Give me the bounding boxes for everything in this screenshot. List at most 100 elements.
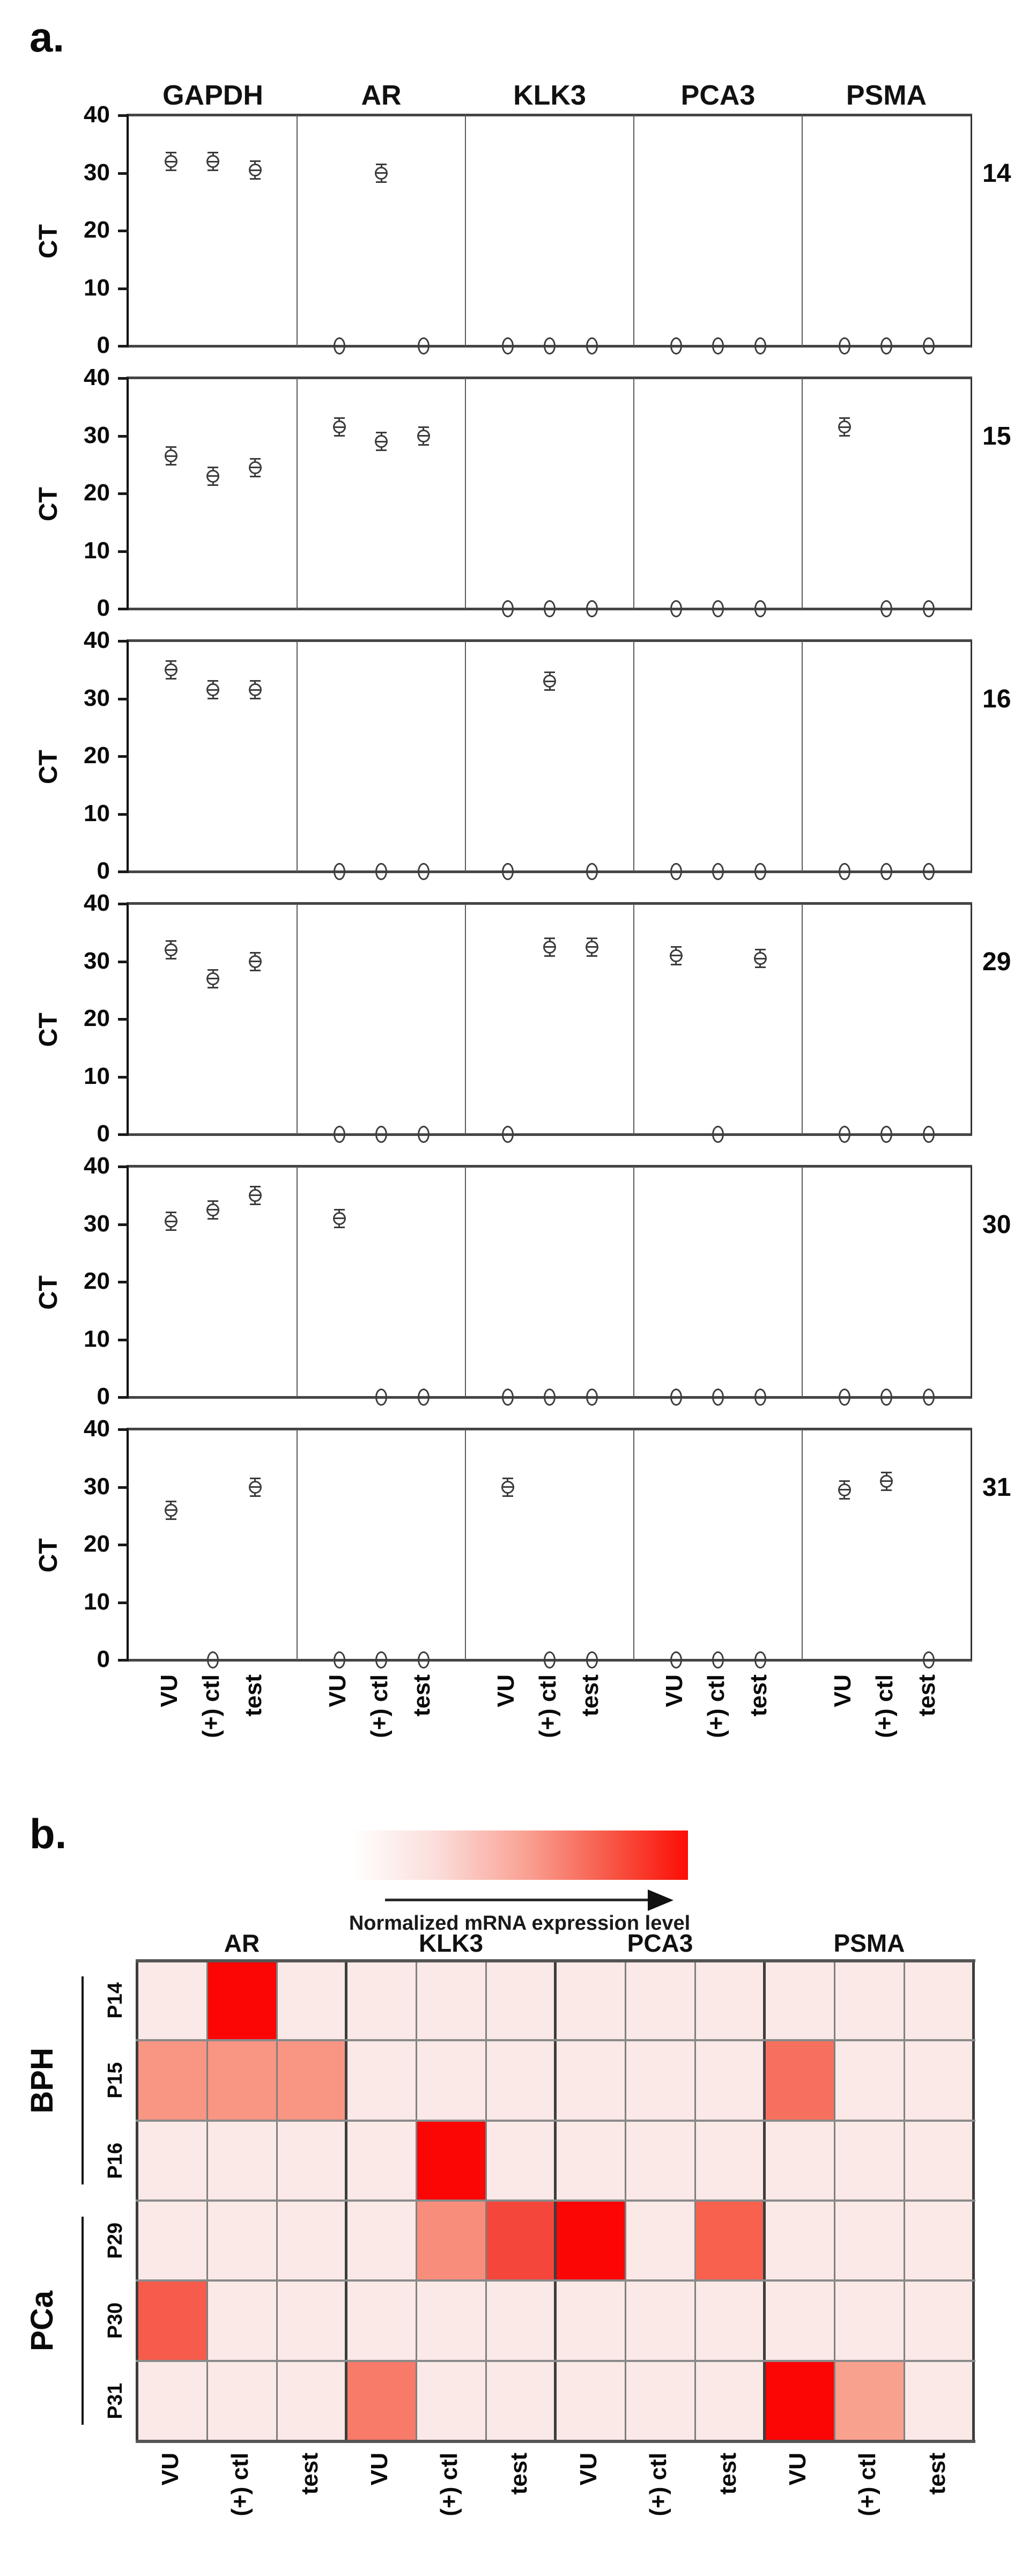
heatmap-cell-P31-PSMActl xyxy=(834,2361,904,2441)
gene-divider xyxy=(633,378,634,609)
y-tick-label-40: 40 xyxy=(84,627,110,653)
error-bar-cap-top xyxy=(208,1200,218,1202)
error-bar-cap-mid xyxy=(207,1209,219,1211)
gene-divider xyxy=(465,115,466,346)
y-tick-mark xyxy=(118,345,129,348)
data-point-15-AR-1 xyxy=(374,432,389,452)
error-bar-cap-mid xyxy=(249,169,261,171)
data-point-15-AR-0 xyxy=(332,417,347,437)
y-axis-label-29-text: CT xyxy=(34,1013,63,1047)
heatmap-cell-P30-PSMAtest xyxy=(904,2280,974,2361)
error-bar-cap-mid xyxy=(249,1486,261,1488)
error-bar-cap-bottom xyxy=(249,1495,261,1497)
error-bar-cap-bottom xyxy=(249,698,261,700)
error-bar-cap-top xyxy=(249,951,261,954)
zero-point-31-PSMA-2 xyxy=(922,1651,935,1669)
error-bar-cap-top xyxy=(249,1477,261,1479)
error-bar-cap-top xyxy=(208,680,218,682)
y-tick-mark xyxy=(118,1486,129,1489)
patient-label-P15-text: P15 xyxy=(104,2062,127,2099)
data-point-16-GAPDH-1 xyxy=(205,680,220,700)
panel-b-label: b. xyxy=(29,1810,67,1857)
subplot-right-border xyxy=(971,904,972,1134)
zero-point-29-PSMA-1 xyxy=(880,1126,892,1143)
x-tick-label-a-PCA3-(+) ctl-text: (+) ctl xyxy=(703,1674,729,1738)
heatmap-cell-P14-PCA3VU xyxy=(556,1960,625,2040)
x-tick-label-a-PCA3-VU: VU xyxy=(661,1674,690,1710)
y-tick-mark xyxy=(118,1428,129,1431)
x-tick-label-b-PSMAVU-text: VU xyxy=(784,2453,811,2486)
error-bar-cap-bottom xyxy=(208,986,218,988)
group-label-BPH: BPH xyxy=(25,1960,60,2201)
error-bar-cap-bottom xyxy=(754,966,766,969)
data-point-30-GAPDH-2 xyxy=(248,1185,263,1205)
group-label-PCa: PCa xyxy=(25,2201,60,2441)
y-tick-mark xyxy=(118,377,129,380)
error-bar-cap-mid xyxy=(165,949,177,951)
error-bar-cap-bottom xyxy=(839,435,850,437)
error-bar-cap-mid xyxy=(333,426,345,428)
x-tick-label-a-GAPDH-(+) ctl: (+) ctl xyxy=(198,1674,227,1741)
gene-divider xyxy=(633,1167,634,1397)
heatmap-cell-P15-KLK3VU xyxy=(346,2040,416,2121)
error-bar-cap-bottom xyxy=(165,1229,176,1231)
zero-point-16-KLK3-2 xyxy=(586,863,598,880)
heatmap-cell-P29-ARtest xyxy=(277,2201,346,2280)
heatmap-gene-header-PCA3: PCA3 xyxy=(627,1929,693,1957)
data-point-29-PCA3-0 xyxy=(669,946,684,965)
data-point-31-GAPDH-0 xyxy=(164,1500,179,1520)
subplot-right-border xyxy=(971,641,972,872)
y-tick-mark xyxy=(118,755,129,758)
y-tick-mark xyxy=(118,1018,129,1021)
zero-point-30-PCA3-0 xyxy=(670,1389,682,1406)
error-bar-cap-mid xyxy=(165,160,177,163)
heatmap-cell-P14-PSMAVU xyxy=(765,1960,834,2040)
y-tick-label-30: 30 xyxy=(84,422,110,448)
heatmap-cell-P15-ARtest xyxy=(277,2040,346,2121)
error-bar-cap-mid xyxy=(207,689,219,691)
heatmap-cell-P14-PSMAtest xyxy=(904,1960,974,2040)
gene-divider xyxy=(802,641,803,872)
heatmap-cell-P15-PSMAVU xyxy=(765,2040,834,2121)
x-tick-label-b-PCA3ctl: (+) ctl xyxy=(645,2453,674,2519)
x-tick-label-a-PSMA-(+) ctl-text: (+) ctl xyxy=(871,1674,898,1738)
zero-point-14-PSMA-2 xyxy=(922,337,935,355)
heatmap-cell-P30-PCA3ctl xyxy=(625,2280,695,2361)
error-bar-cap-top xyxy=(165,1500,176,1502)
zero-point-16-AR-0 xyxy=(333,863,345,880)
data-point-16-GAPDH-2 xyxy=(248,680,263,700)
y-axis-label-31: CT xyxy=(32,1486,65,1625)
zero-point-31-PCA3-1 xyxy=(712,1651,724,1669)
zero-point-15-PCA3-1 xyxy=(712,600,724,617)
heatmap-cell-P14-ARctl xyxy=(207,1960,277,2040)
heatmap-cell-P29-KLK3ctl xyxy=(416,2201,486,2280)
gene-column-header-PSMA: PSMA xyxy=(846,80,927,111)
y-tick-mark xyxy=(118,1281,129,1283)
error-bar-cap-top xyxy=(839,417,850,419)
y-axis-label-29: CT xyxy=(32,960,65,1099)
heatmap-cell-P15-KLK3ctl xyxy=(416,2040,486,2121)
y-tick-label-20: 20 xyxy=(84,742,110,769)
data-point-14-AR-1 xyxy=(374,163,389,183)
zero-point-16-PCA3-1 xyxy=(712,863,724,880)
subplot-bottom-border xyxy=(127,1133,972,1136)
heatmap-cell-P16-PCA3ctl xyxy=(625,2121,695,2201)
patient-label-P14-text: P14 xyxy=(104,1982,127,2019)
zero-point-31-KLK3-2 xyxy=(586,1651,598,1669)
x-tick-label-b-ARctl: (+) ctl xyxy=(227,2453,256,2519)
x-tick-label-b-ARtest: test xyxy=(297,2453,325,2497)
y-tick-label-20: 20 xyxy=(84,1268,110,1294)
y-tick-mark xyxy=(118,1659,129,1662)
y-tick-label-30: 30 xyxy=(84,684,110,711)
error-bar-cap-mid xyxy=(754,957,766,959)
zero-point-16-KLK3-0 xyxy=(501,863,514,880)
error-bar-cap-mid xyxy=(165,1509,177,1511)
heatmap-cell-P29-PCA3ctl xyxy=(625,2201,695,2280)
x-tick-label-b-PCA3test: test xyxy=(715,2453,744,2497)
y-tick-label-0: 0 xyxy=(97,1120,110,1147)
x-tick-label-a-PSMA-VU-text: VU xyxy=(829,1674,856,1708)
heatmap-cell-P14-PCA3test xyxy=(695,1960,765,2040)
gene-divider xyxy=(633,641,634,872)
error-bar-cap-bottom xyxy=(334,435,345,437)
y-tick-label-10: 10 xyxy=(84,1062,110,1089)
